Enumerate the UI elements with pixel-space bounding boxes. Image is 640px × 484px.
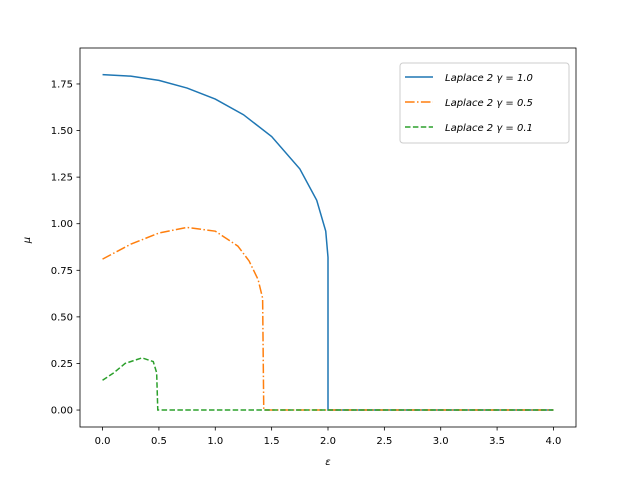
x-tick-label: 4.0: [546, 436, 562, 447]
series-line: [102, 226, 554, 411]
x-tick-label: 3.5: [489, 436, 505, 447]
legend-label: Laplace 2 γ = 0.5: [445, 98, 533, 109]
x-tick-label: 0.5: [151, 436, 167, 447]
x-tick-label: 2.0: [320, 436, 336, 447]
x-tick-label: 1.0: [207, 436, 223, 447]
y-tick-label: 1.50: [51, 126, 73, 137]
y-tick-label: 1.25: [51, 173, 73, 184]
y-tick-label: 0.25: [51, 359, 73, 370]
y-tick-label: 1.75: [51, 79, 73, 90]
x-axis-label: ε: [325, 457, 331, 468]
x-tick-label: 0.0: [95, 436, 111, 447]
y-tick-label: 1.00: [51, 219, 73, 230]
x-tick-label: 2.5: [376, 436, 392, 447]
y-tick-label: 0.75: [51, 266, 73, 277]
x-tick-label: 3.0: [433, 436, 449, 447]
y-tick-label: 0.50: [51, 312, 73, 323]
y-tick-label: 0.00: [51, 406, 73, 417]
y-axis-label: μ: [22, 237, 33, 244]
legend-label: Laplace 2 γ = 1.0: [445, 73, 533, 84]
x-tick-label: 1.5: [264, 436, 280, 447]
legend-label: Laplace 2 γ = 0.1: [445, 123, 533, 134]
legend-box: [399, 62, 570, 144]
